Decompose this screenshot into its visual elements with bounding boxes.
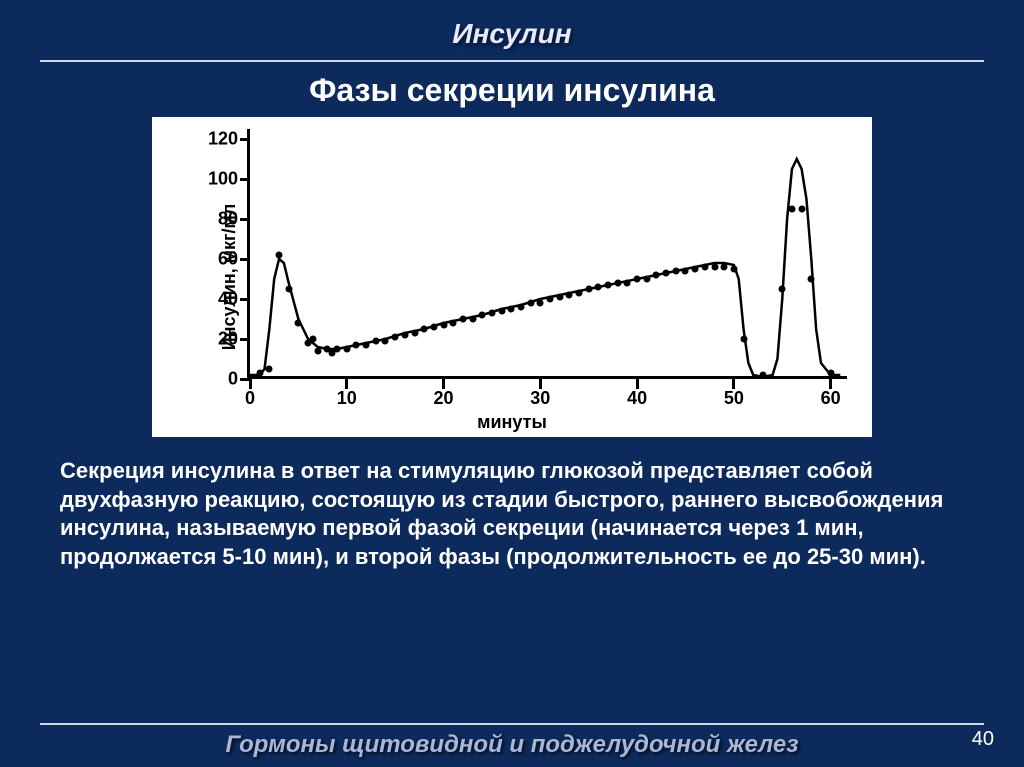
data-marker <box>614 280 621 287</box>
data-marker <box>759 372 766 379</box>
data-marker <box>653 272 660 279</box>
data-marker <box>309 336 316 343</box>
data-marker <box>663 270 670 277</box>
data-marker <box>692 266 699 273</box>
header-title: Инсулин <box>0 0 1024 50</box>
x-tick-label: 40 <box>627 376 647 409</box>
footer-title: Гормоны щитовидной и поджелудочной желез <box>226 731 799 759</box>
plot-area: 0204060801001200102030405060 <box>247 129 847 379</box>
data-marker <box>682 268 689 275</box>
y-tick-label: 40 <box>218 289 250 310</box>
data-marker <box>779 286 786 293</box>
data-marker <box>788 206 795 213</box>
data-marker <box>479 312 486 319</box>
data-marker <box>701 264 708 271</box>
data-marker <box>343 346 350 353</box>
data-marker <box>711 264 718 271</box>
data-marker <box>721 264 728 271</box>
data-marker <box>276 252 283 259</box>
y-tick-label: 20 <box>218 329 250 350</box>
data-marker <box>517 304 524 311</box>
data-marker <box>430 324 437 331</box>
x-tick-label: 20 <box>434 376 454 409</box>
footer-divider <box>40 723 984 725</box>
data-marker <box>566 292 573 299</box>
data-marker <box>295 320 302 327</box>
data-marker <box>605 282 612 289</box>
header-divider <box>40 60 984 62</box>
data-marker <box>576 290 583 297</box>
data-marker <box>527 300 534 307</box>
data-marker <box>585 286 592 293</box>
data-marker <box>672 268 679 275</box>
chart-line <box>250 129 850 379</box>
y-tick-label: 120 <box>208 129 250 150</box>
data-marker <box>634 276 641 283</box>
data-marker <box>808 276 815 283</box>
data-marker <box>459 316 466 323</box>
data-marker <box>740 336 747 343</box>
data-marker <box>469 316 476 323</box>
x-tick-label: 30 <box>530 376 550 409</box>
x-tick-label: 50 <box>724 376 744 409</box>
data-marker <box>392 334 399 341</box>
data-marker <box>421 326 428 333</box>
x-tick-label: 60 <box>821 376 841 409</box>
body-text: Секреция инсулина в ответ на стимуляцию … <box>60 457 964 571</box>
data-marker <box>643 276 650 283</box>
data-marker <box>556 294 563 301</box>
y-tick-label: 100 <box>208 169 250 190</box>
x-axis-label: минуты <box>477 412 547 433</box>
data-marker <box>624 280 631 287</box>
data-marker <box>547 296 554 303</box>
data-marker <box>382 338 389 345</box>
x-tick-label: 0 <box>245 376 255 409</box>
slide-subtitle: Фазы секреции инсулина <box>0 72 1024 109</box>
data-marker <box>595 284 602 291</box>
y-tick-label: 80 <box>218 209 250 230</box>
data-marker <box>285 286 292 293</box>
data-marker <box>450 320 457 327</box>
data-marker <box>411 330 418 337</box>
data-marker <box>537 300 544 307</box>
footer: Гормоны щитовидной и поджелудочной желез… <box>0 723 1024 759</box>
data-marker <box>498 308 505 315</box>
data-marker <box>256 370 263 377</box>
data-marker <box>798 206 805 213</box>
data-marker <box>353 342 360 349</box>
chart-container: Инсулин, мкг/мл минуты 02040608010012001… <box>152 117 872 437</box>
y-tick-label: 60 <box>218 249 250 270</box>
data-marker <box>401 332 408 339</box>
data-marker <box>314 348 321 355</box>
data-marker <box>508 306 515 313</box>
data-marker <box>730 266 737 273</box>
data-marker <box>363 342 370 349</box>
data-marker <box>372 338 379 345</box>
data-marker <box>334 346 341 353</box>
data-marker <box>440 322 447 329</box>
slide-number: 40 <box>972 728 994 751</box>
data-marker <box>488 310 495 317</box>
data-marker <box>266 366 273 373</box>
data-marker <box>827 370 834 377</box>
x-tick-label: 10 <box>337 376 357 409</box>
